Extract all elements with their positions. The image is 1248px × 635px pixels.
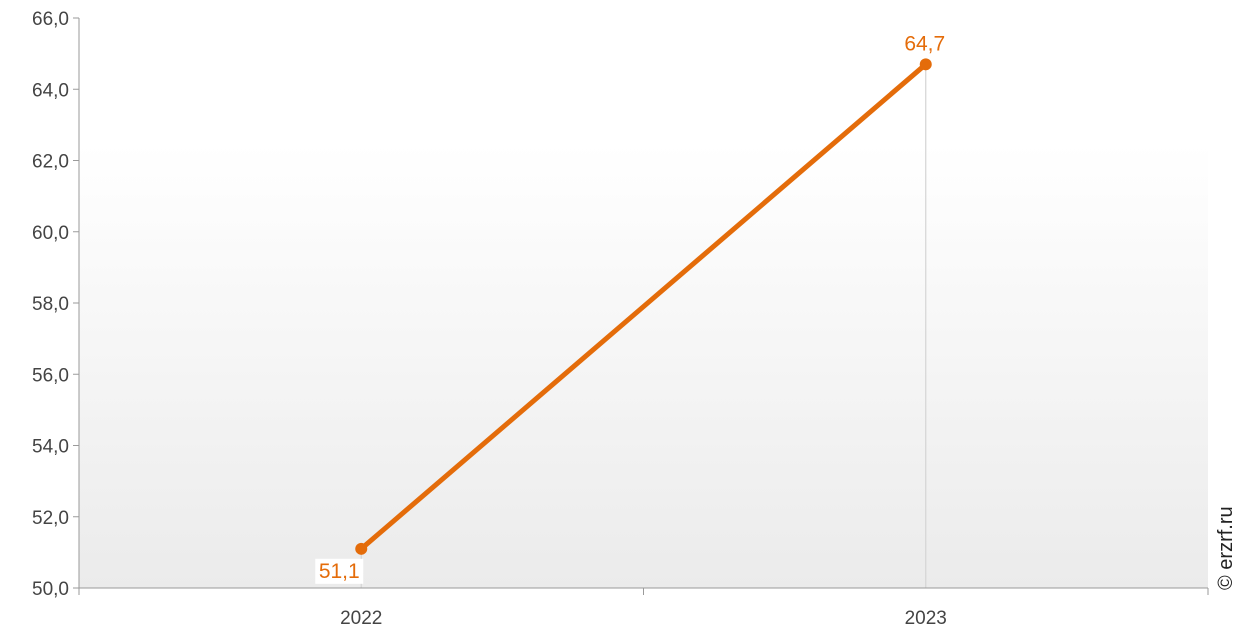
data-label-bg — [315, 558, 364, 584]
data-labels: 51,1 64,7 — [315, 32, 945, 584]
series — [355, 58, 932, 555]
tick-labels: 50,0 52,0 54,0 56,0 58,0 60,0 62,0 64,0 66,0 2022… — [32, 9, 947, 629]
y-tick-label: 58,0 — [32, 294, 69, 315]
y-tick-label: 62,0 — [32, 152, 69, 173]
y-tick-label: 56,0 — [32, 365, 69, 386]
x-tick-label: 2023 — [905, 608, 947, 629]
plot-background — [79, 18, 1208, 588]
data-label: 51,1 — [319, 560, 360, 583]
series-line — [358, 61, 929, 552]
y-tick-label: 50,0 — [32, 579, 69, 600]
axes — [73, 17, 1209, 595]
watermark: © erzrf.ru — [1215, 506, 1237, 590]
y-tick-label: 54,0 — [32, 437, 69, 458]
y-tick-label: 60,0 — [32, 223, 69, 244]
y-tick-label: 52,0 — [32, 508, 69, 529]
data-label: 64,7 — [904, 32, 945, 55]
y-tick-label: 66,0 — [32, 9, 69, 30]
y-tick-label: 64,0 — [32, 80, 69, 101]
x-tick-label: 2022 — [340, 608, 382, 629]
data-point — [919, 58, 932, 71]
data-point — [355, 542, 368, 555]
